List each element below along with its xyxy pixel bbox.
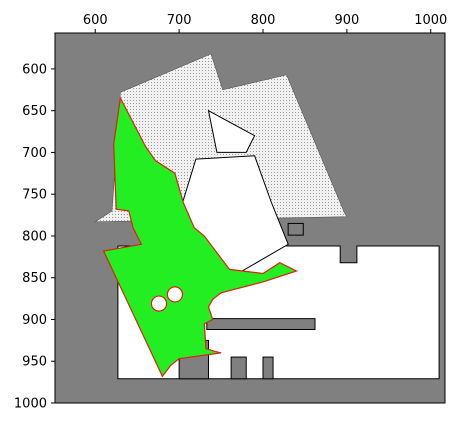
y-tick-label: 1000 <box>14 397 47 412</box>
x-tick-label: 600 <box>83 13 108 28</box>
y-tick-label: 900 <box>22 313 47 328</box>
coverage-layer <box>102 96 299 378</box>
x-tick-label: 700 <box>167 13 192 28</box>
y-tick-label: 950 <box>22 355 47 370</box>
obstacle <box>230 356 247 380</box>
obstacle <box>262 356 274 380</box>
obstacle-layer <box>178 222 316 380</box>
x-axis: 600 700 800 900 1000 <box>83 13 447 33</box>
plot-area <box>55 33 445 403</box>
obstacle <box>206 318 316 331</box>
y-tick-label: 650 <box>22 104 47 119</box>
free-area <box>207 109 256 153</box>
x-tick-label: 1000 <box>414 13 447 28</box>
y-tick-label: 850 <box>22 271 47 286</box>
y-tick-label: 800 <box>22 229 47 244</box>
x-tick-label: 900 <box>334 13 359 28</box>
plot-frame <box>54 32 446 404</box>
y-axis: 600 650 700 750 800 850 900 950 1000 <box>14 62 55 412</box>
y-tick-label: 700 <box>22 146 47 161</box>
obstacle <box>287 222 304 236</box>
coverage-hole <box>166 286 184 303</box>
y-tick-label: 600 <box>22 62 47 77</box>
y-tick-label: 750 <box>22 188 47 203</box>
x-tick-label: 800 <box>251 13 276 28</box>
coverage-hole <box>150 295 168 312</box>
